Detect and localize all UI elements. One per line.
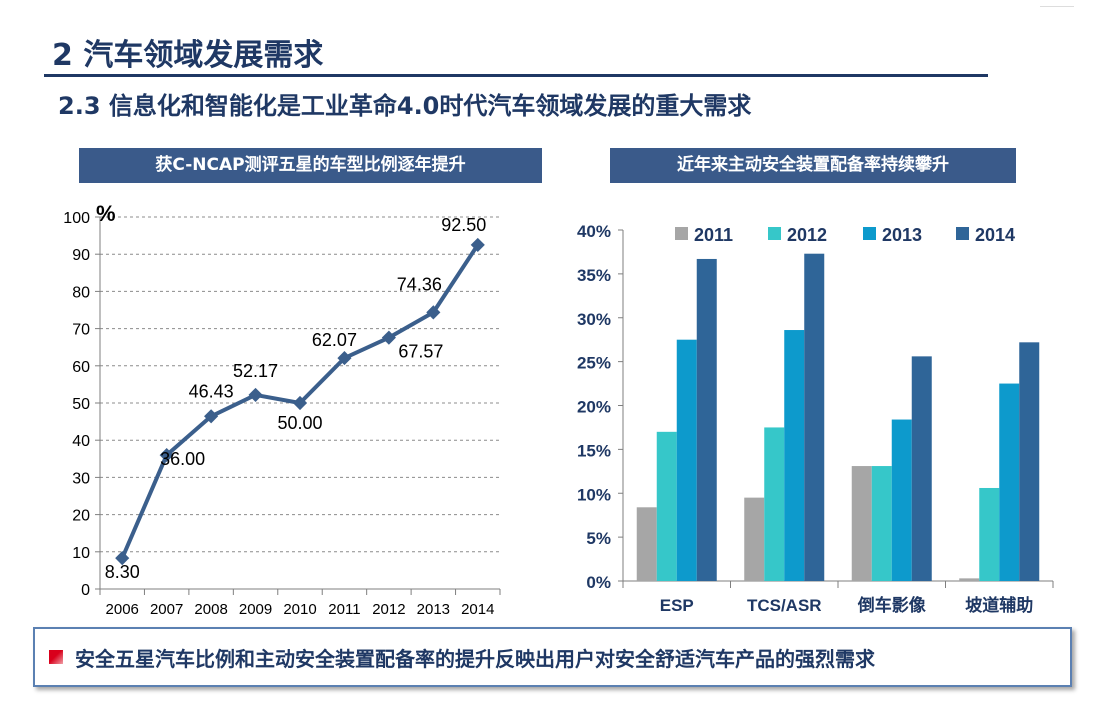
- y-tick-label: 0: [81, 582, 90, 599]
- x-tick-label: 坡道辅助: [965, 595, 1033, 615]
- bar: [851, 466, 872, 581]
- legend-swatch: [768, 227, 781, 240]
- legend-label: 2013: [882, 225, 922, 245]
- title-divider: [44, 74, 988, 77]
- y-tick-label: 40: [72, 433, 90, 450]
- x-tick-label: 2012: [372, 601, 405, 618]
- x-tick-label: 2014: [461, 601, 494, 618]
- data-point: [292, 395, 308, 411]
- data-point: [470, 237, 485, 252]
- y-tick-label: 70: [72, 322, 90, 339]
- bar: [911, 356, 932, 581]
- y-tick-label: 20: [72, 508, 90, 525]
- x-tick-label: 2009: [239, 601, 272, 618]
- data-label: 50.00: [277, 413, 322, 433]
- x-tick-label: 2006: [106, 601, 139, 618]
- bar: [656, 431, 677, 581]
- y-tick-label: 100: [63, 210, 90, 227]
- data-label: 46.43: [189, 381, 234, 401]
- data-point: [204, 409, 219, 424]
- bar: [804, 253, 825, 581]
- data-label: 74.36: [397, 274, 442, 294]
- data-label: 52.17: [233, 361, 278, 381]
- x-tick-label: 2010: [283, 601, 316, 618]
- y-tick-label: 20%: [577, 398, 611, 417]
- data-point: [159, 448, 174, 463]
- bullet-icon: [49, 650, 63, 664]
- data-point: [337, 351, 352, 366]
- bar: [959, 578, 980, 581]
- y-tick-label: 35%: [577, 266, 611, 285]
- legend-label: 2011: [694, 225, 733, 245]
- y-tick-label: 0%: [586, 573, 611, 592]
- bar: [891, 419, 912, 581]
- conclusion-text: 安全五星汽车比例和主动安全装置配备率的提升反映出用户对安全舒适汽车产品的强烈需求: [75, 647, 875, 671]
- bar: [979, 487, 1000, 581]
- y-tick-label: 10: [72, 545, 90, 562]
- legend-swatch: [956, 227, 969, 240]
- data-label: 67.57: [398, 342, 443, 362]
- y-tick-label: 30: [72, 470, 90, 487]
- data-point: [381, 330, 396, 345]
- y-tick-label: 60: [72, 359, 90, 376]
- y-tick-label: 50: [72, 396, 90, 413]
- data-label: 8.30: [105, 562, 140, 582]
- bar: [784, 330, 805, 581]
- data-label: 62.07: [312, 330, 357, 350]
- y-tick-label: 40%: [577, 222, 611, 241]
- right-chart-title: 近年来主动安全装置配备率持续攀升: [610, 148, 1016, 183]
- bar: [871, 466, 892, 581]
- x-tick-label: ESP: [660, 596, 694, 615]
- y-tick-label: 80: [72, 284, 90, 301]
- legend-swatch: [863, 227, 876, 240]
- bar: [999, 383, 1020, 581]
- left-chart-title: 获C-NCAP测评五星的车型比例逐年提升: [79, 148, 542, 183]
- y-tick-label: 5%: [586, 529, 611, 548]
- x-tick-label: 2013: [417, 601, 450, 618]
- y-tick-label: 30%: [577, 310, 611, 329]
- data-point: [115, 551, 130, 566]
- y-tick-label: 10%: [577, 485, 611, 504]
- x-tick-label: 2007: [150, 601, 183, 618]
- x-tick-label: 2011: [328, 601, 360, 618]
- legend-label: 2012: [787, 225, 827, 245]
- y-tick-label: 25%: [577, 354, 611, 373]
- bar: [744, 497, 765, 581]
- y-tick-label: 15%: [577, 441, 611, 460]
- slide-subtitle: 2.3 信息化和智能化是工业革命4.0时代汽车领域发展的重大需求: [58, 92, 752, 120]
- conclusion-box: 安全五星汽车比例和主动安全装置配备率的提升反映出用户对安全舒适汽车产品的强烈需求: [33, 627, 1072, 687]
- legend-swatch: [675, 227, 688, 240]
- top-corner-decoration: [1040, 0, 1074, 7]
- bar: [1019, 342, 1040, 581]
- bar: [764, 427, 785, 581]
- data-label: 92.50: [441, 215, 486, 235]
- bar: [636, 507, 657, 581]
- data-point: [248, 387, 263, 402]
- data-point: [426, 305, 441, 320]
- legend-label: 2014: [975, 225, 1015, 245]
- data-label: 36.00: [160, 449, 205, 469]
- bar: [676, 339, 697, 581]
- y-axis-label: %: [96, 201, 116, 226]
- bar: [696, 258, 717, 581]
- x-tick-label: 2008: [194, 601, 227, 618]
- x-tick-label: TCS/ASR: [747, 596, 822, 615]
- slide-title: 2 汽车领域发展需求: [52, 38, 324, 73]
- x-tick-label: 倒车影像: [857, 595, 927, 615]
- y-tick-label: 90: [72, 247, 90, 264]
